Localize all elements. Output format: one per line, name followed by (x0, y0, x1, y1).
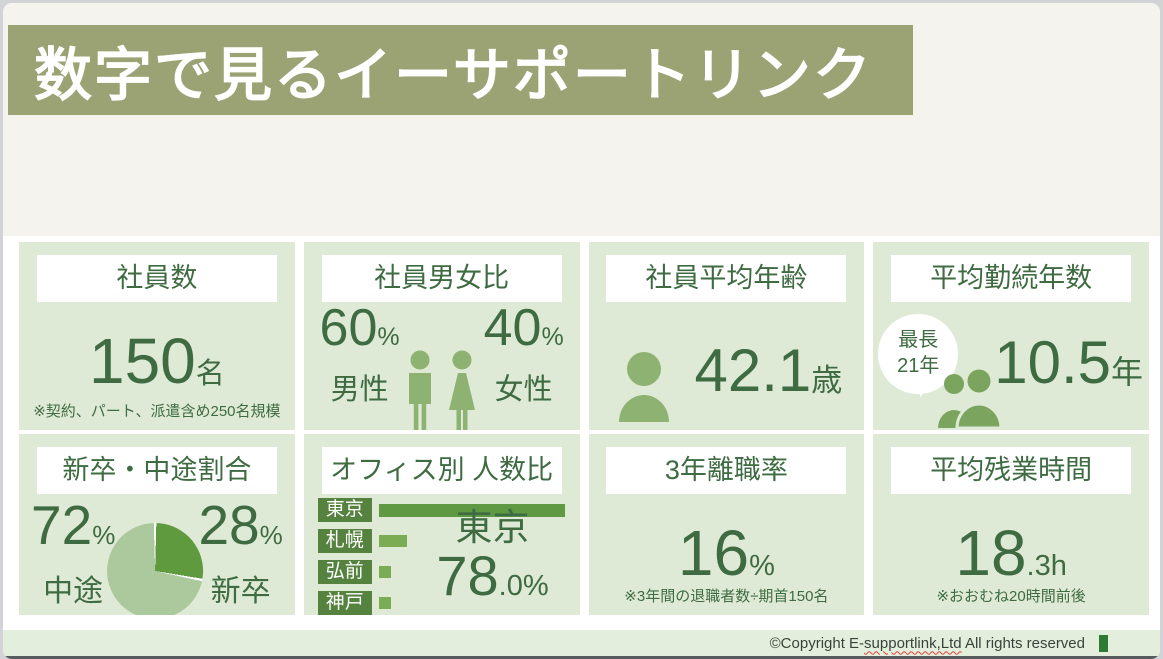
copyright-prefix: ©Copyright E- (769, 634, 865, 652)
footer-green-square (1099, 634, 1108, 652)
overtime-value: 18 (955, 517, 1027, 589)
card-average-tenure-title: 平均勤続年数 (891, 255, 1132, 302)
male-value: 60 (319, 299, 378, 357)
office-bar-tokyo (378, 503, 565, 517)
mid-career-percent-sign: % (92, 520, 116, 550)
male-label: 男性 (330, 374, 389, 406)
turnover-note: ※3年間の退職者数÷期首150名 (624, 588, 829, 605)
turnover-value-line: 16% (589, 516, 865, 590)
average-age-body: 42.1歳 (589, 336, 865, 422)
male-percent-sign: % (377, 323, 400, 351)
office-label-kobe: 神戸 (317, 591, 372, 615)
office-bar-track (378, 529, 570, 553)
gender-body: 60% 男性 40% 女性 (304, 302, 580, 430)
new-grad-label: 新卒 (210, 575, 271, 608)
tenure-unit: 年 (1111, 354, 1144, 390)
mid-career-value: 72 (31, 494, 93, 556)
tenure-value: 10.5 (994, 329, 1112, 396)
card-hire-ratio-title: 新卒・中途割合 (36, 447, 277, 494)
office-row-tokyo: 東京 (317, 498, 570, 522)
mid-career-stat: 72% 中途 (31, 496, 115, 610)
employees-value: 150 (88, 325, 196, 397)
header-photo: 数字で見るイーサポートリンク (3, 3, 1160, 236)
bubble-line1: 最長 (898, 329, 939, 351)
new-grad-stat: 28% 新卒 (198, 496, 282, 610)
average-age-value-line: 42.1歳 (695, 336, 843, 422)
people-icon (937, 368, 1013, 428)
card-overtime: 平均残業時間 18.3h ※おおむね20時間前後 (873, 434, 1149, 615)
copyright-suffix: All rights reserved (961, 634, 1085, 652)
title-banner: 数字で見るイーサポートリンク (8, 25, 913, 115)
card-turnover-title: 3年離職率 (606, 447, 847, 494)
male-value-line: 60% (320, 302, 400, 362)
copyright-text: ©Copyright E-supportlink,Ltd All rights … (770, 635, 1085, 652)
office-row-hirosaki: 弘前 (317, 560, 570, 584)
office-bar-track (378, 560, 570, 584)
office-bar-hirosaki (378, 566, 391, 578)
new-grad-value: 28 (198, 494, 260, 556)
page-title: 数字で見るイーサポートリンク (34, 43, 873, 108)
new-grad-value-line: 28% (198, 496, 282, 564)
card-office-headcount-title: オフィス別 人数比 (321, 447, 562, 494)
employees-value-line: 150名 (19, 324, 295, 398)
speech-bubble: 最長 21年 (878, 314, 959, 398)
office-highlight-name: 東京 (455, 507, 530, 548)
office-highlight-value: 78 (436, 544, 499, 607)
office-bar-chart: 東京 札幌 弘前 神戸 (317, 498, 570, 615)
female-icon (442, 350, 482, 430)
hire-ratio-body: 72% 中途 28% 新卒 (19, 494, 295, 610)
new-grad-percent-sign: % (259, 520, 283, 550)
office-highlight: 東京 78.0% (412, 508, 574, 604)
overtime-value-line: 18.3h (873, 516, 1149, 590)
office-bar-track (378, 498, 570, 522)
card-average-age: 社員平均年齢 42.1歳 (588, 242, 865, 430)
employees-unit: 名 (195, 358, 225, 390)
stats-grid: 社員数 150名 ※契約、パート、派遣含め250名規模 社員男女比 60% 男性 (19, 242, 1149, 615)
overtime-note: ※おおむね20時間前後 (936, 588, 1086, 605)
office-bar-kobe (378, 597, 391, 609)
office-row-sapporo: 札幌 (317, 529, 570, 553)
tenure-value-line: 10.5年 (994, 328, 1143, 397)
card-overtime-title: 平均残業時間 (891, 447, 1132, 494)
card-gender-ratio-title: 社員男女比 (321, 255, 562, 302)
male-icon (402, 350, 438, 430)
overtime-unit: .3h (1026, 550, 1067, 582)
hire-ratio-pie-chart (106, 523, 203, 615)
female-label: 女性 (494, 374, 553, 406)
copyright-company: supportlink,Ltd (864, 634, 962, 652)
office-bar-sapporo (378, 535, 408, 547)
card-office-headcount: オフィス別 人数比 東京 札幌 弘前 神戸 (303, 434, 580, 615)
turnover-value: 16 (677, 517, 750, 589)
female-stat: 40% 女性 (484, 302, 564, 430)
mid-career-value-line: 72% (31, 496, 115, 564)
office-label-tokyo: 東京 (317, 498, 372, 522)
female-value: 40 (483, 299, 542, 357)
card-average-tenure: 平均勤続年数 最長 21年 10.5年 (873, 242, 1149, 430)
average-age-value: 42.1 (694, 337, 812, 404)
office-row-kobe: 神戸 (317, 591, 570, 615)
mid-career-label: 中途 (43, 575, 104, 608)
person-icon (617, 350, 679, 422)
card-employees: 社員数 150名 ※契約、パート、派遣含め250名規模 (19, 242, 295, 430)
average-age-unit: 歳 (811, 363, 843, 398)
office-label-hirosaki: 弘前 (317, 560, 372, 584)
employees-note: ※契約、パート、派遣含め250名規模 (33, 403, 281, 420)
male-stat: 60% 男性 (320, 302, 400, 430)
card-gender-ratio: 社員男女比 60% 男性 (303, 242, 580, 430)
bubble-line2: 21年 (897, 355, 940, 377)
card-average-age-title: 社員平均年齢 (606, 255, 847, 302)
slide: 数字で見るイーサポートリンク 社員数 150名 ※契約、パート、派遣含め250名… (3, 3, 1160, 659)
female-percent-sign: % (541, 323, 564, 351)
turnover-unit: % (749, 550, 775, 582)
office-bar-track (378, 591, 570, 615)
office-label-sapporo: 札幌 (317, 529, 372, 553)
card-hire-ratio: 新卒・中途割合 72% 中途 28% 新卒 (19, 434, 295, 615)
female-value-line: 40% (484, 302, 564, 362)
card-turnover: 3年離職率 16% ※3年間の退職者数÷期首150名 (588, 434, 865, 615)
office-highlight-decimal: .0% (498, 570, 549, 602)
card-employees-title: 社員数 (36, 255, 277, 302)
office-highlight-value-line: 78.0% (412, 548, 574, 604)
footer-bar: ©Copyright E-supportlink,Ltd All rights … (3, 630, 1160, 659)
